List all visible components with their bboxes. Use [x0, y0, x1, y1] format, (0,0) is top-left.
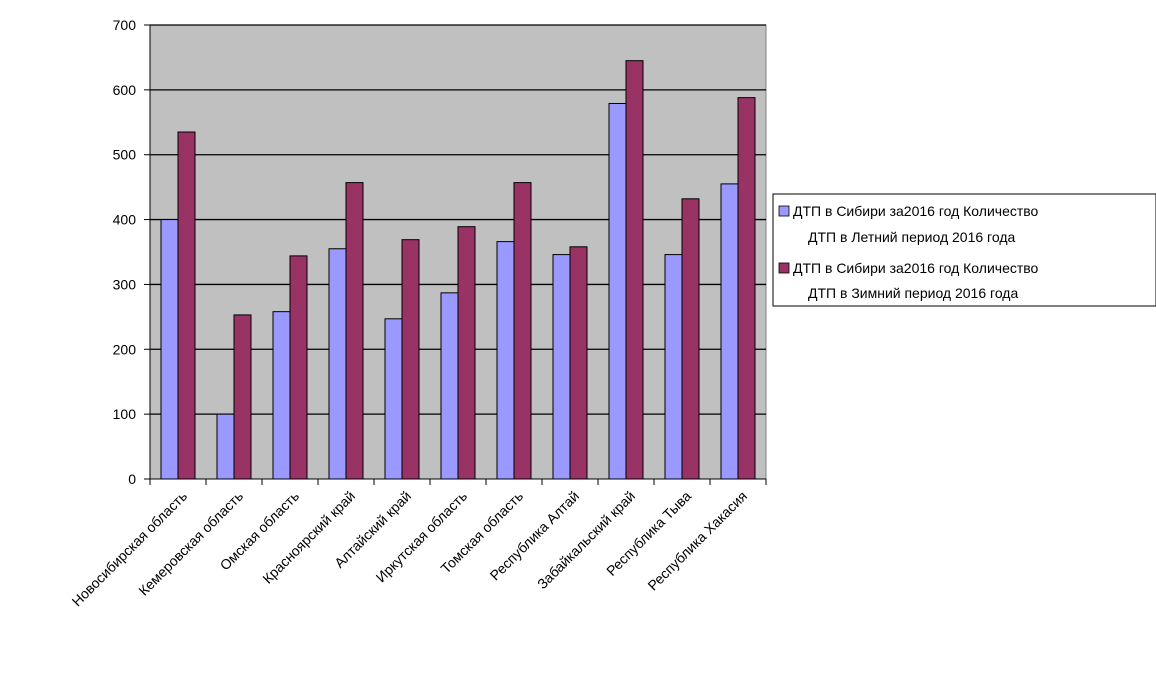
bar-series-1-cat-8: [552, 254, 571, 480]
axes: [149, 25, 767, 485]
bar-series-2-cat-6: [457, 226, 476, 480]
legend-label-series-1-line-1: ДТП в Сибири за2016 год Количество: [793, 203, 1039, 219]
bar-series-2-cat-7: [513, 182, 532, 480]
bar-series-1-cat-2: [216, 413, 235, 480]
bar-series-1-cat-11: [720, 183, 739, 480]
legend-label-series-1-line-2: ДТП в Летний период 2016 года: [808, 229, 1015, 245]
bar-series-2-cat-9: [625, 60, 644, 480]
legend-label-series-2-line-2: ДТП в Зимний период 2016 года: [808, 285, 1018, 301]
legend: ДТП в Сибири за2016 год Количество ДТП в…: [772, 193, 1156, 307]
legend-label-series-2-line-1: ДТП в Сибири за2016 год Количество: [793, 260, 1039, 276]
bar-series-1-cat-10: [664, 254, 683, 480]
bar-series-2-cat-11: [737, 97, 756, 480]
y-tick-label-6: 600: [113, 82, 137, 98]
bar-series-1-cat-3: [272, 311, 291, 480]
bar-series-1-cat-7: [496, 241, 515, 480]
bar-series-1-cat-5: [384, 318, 403, 480]
bar-series-2-cat-3: [289, 255, 308, 480]
bar-series-1-cat-6: [440, 292, 459, 480]
bar-series-1-cat-1: [160, 219, 179, 480]
bar-series-2-cat-5: [401, 239, 420, 480]
x-category-label-1: Новосибирская область: [69, 488, 191, 610]
bar-series-2-cat-1: [177, 131, 196, 480]
legend-box: [772, 193, 1156, 307]
y-tick-label-4: 400: [113, 212, 137, 228]
x-category-label-11: Республика Хакасия: [644, 488, 750, 594]
bars: [160, 60, 756, 480]
bar-series-2-cat-8: [569, 246, 588, 480]
y-tick-label-0: 0: [128, 471, 136, 487]
gridlines: [150, 24, 766, 415]
bar-series-2-cat-10: [681, 198, 700, 480]
y-tick-label-7: 700: [113, 17, 137, 33]
bar-series-2-cat-4: [345, 182, 364, 480]
y-tick-label-3: 300: [113, 276, 137, 292]
bar-series-1-cat-9: [608, 102, 627, 480]
legend-swatch-series-2: [778, 262, 790, 274]
x-category-label-9: Забайкальский край: [534, 488, 638, 592]
x-category-label-4: Красноярский край: [259, 488, 358, 587]
bar-series-1-cat-4: [328, 248, 347, 480]
x-category-label-2: Кемеровская область: [135, 488, 246, 599]
y-axis-ticks: 0 100 200 300 400 500 600 700: [113, 17, 150, 487]
bar-series-2-cat-2: [233, 314, 252, 480]
y-tick-label-5: 500: [113, 147, 137, 163]
y-tick-label-2: 200: [113, 341, 137, 357]
legend-swatch-series-1: [778, 205, 790, 217]
y-tick-label-1: 100: [113, 406, 137, 422]
